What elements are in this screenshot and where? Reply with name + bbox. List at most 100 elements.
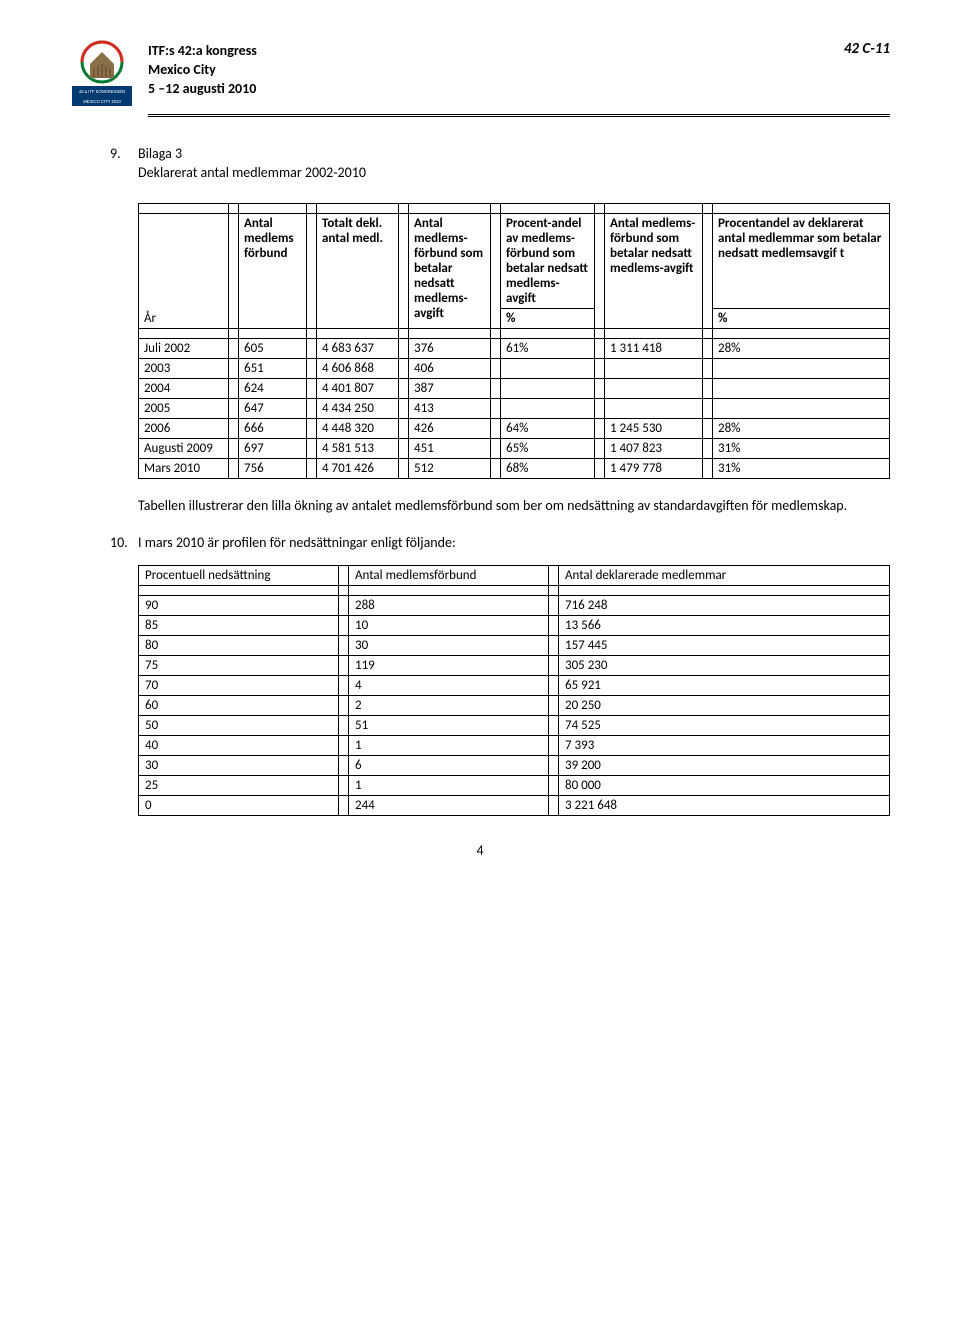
- cell: [713, 379, 890, 399]
- section-10-text: I mars 2010 är profilen för nedsättninga…: [138, 534, 456, 551]
- cell: 61%: [501, 339, 595, 359]
- cell: 413: [409, 399, 491, 419]
- header-divider: [148, 114, 890, 117]
- section-10-num: 10.: [110, 534, 138, 551]
- cell: 647: [239, 399, 307, 419]
- table-row: 60220 250: [139, 695, 890, 715]
- cell: 1 245 530: [605, 419, 703, 439]
- table-row: 20066664 448 32042664%1 245 53028%: [139, 419, 890, 439]
- cell: 1 311 418: [605, 339, 703, 359]
- section-9-title-text: Bilaga 3: [138, 145, 182, 162]
- table-row: 90 288 716 248: [139, 595, 890, 615]
- t1-col-year: År: [139, 214, 229, 329]
- cell: 387: [409, 379, 491, 399]
- section-10: 10.I mars 2010 är profilen för nedsättni…: [110, 534, 890, 551]
- cell: [713, 359, 890, 379]
- section-9-title: 9.Bilaga 3: [110, 145, 890, 162]
- cell: 60: [139, 695, 339, 715]
- cell: 31%: [713, 459, 890, 479]
- header-text: ITF:s 42:a kongress Mexico City 5 –12 au…: [148, 40, 844, 99]
- header-line3: 5 –12 augusti 2010: [148, 80, 844, 99]
- logo-caption-2: MEXICO CITY 2010: [83, 99, 121, 104]
- cell: Augusti 2009: [139, 439, 229, 459]
- cell: 119: [349, 655, 549, 675]
- cell: 25: [139, 775, 339, 795]
- t2-col3: Antal deklarerade medlemmar: [559, 565, 890, 585]
- table-row: 505174 525: [139, 715, 890, 735]
- cell: 70: [139, 675, 339, 695]
- cell: Mars 2010: [139, 459, 229, 479]
- cell: 4 581 513: [317, 439, 399, 459]
- cell: 1 407 823: [605, 439, 703, 459]
- t1-col4: Procent-andel av medlems-förbund som bet…: [501, 214, 595, 309]
- cell: 157 445: [559, 635, 890, 655]
- doc-id: 42 C-11: [844, 40, 890, 58]
- cell: 28%: [713, 339, 890, 359]
- cell: 2003: [139, 359, 229, 379]
- table-row: 851013 566: [139, 615, 890, 635]
- cell: 4 448 320: [317, 419, 399, 439]
- t2-col2: Antal medlemsförbund: [349, 565, 549, 585]
- cell: 90: [139, 595, 339, 615]
- cell: 40: [139, 735, 339, 755]
- cell: 426: [409, 419, 491, 439]
- cell: 244: [349, 795, 549, 815]
- cell: 28%: [713, 419, 890, 439]
- para-1: Tabellen illustrerar den lilla ökning av…: [138, 497, 890, 516]
- cell: [501, 379, 595, 399]
- cell: 31%: [713, 439, 890, 459]
- table-members: År Antal medlems förbund Totalt dekl. an…: [138, 203, 890, 479]
- table-row: 8030157 445: [139, 635, 890, 655]
- cell: 65%: [501, 439, 595, 459]
- cell: 1 479 778: [605, 459, 703, 479]
- cell: 2006: [139, 419, 229, 439]
- t1-col1: Antal medlems förbund: [239, 214, 307, 329]
- cell: 1: [349, 735, 549, 755]
- table-row: 20056474 434 250413: [139, 399, 890, 419]
- cell: 13 566: [559, 615, 890, 635]
- t1-col2: Totalt dekl. antal medl.: [317, 214, 399, 329]
- cell: 2004: [139, 379, 229, 399]
- logo: 42:a ITF KONGRESSEN MEXICO CITY 2010: [70, 40, 134, 110]
- t2-col1: Procentuell nedsättning: [139, 565, 339, 585]
- cell: 305 230: [559, 655, 890, 675]
- logo-caption-1: 42:a ITF KONGRESSEN: [79, 89, 125, 94]
- cell: 716 248: [559, 595, 890, 615]
- table-row: 25180 000: [139, 775, 890, 795]
- cell: 50: [139, 715, 339, 735]
- page-number: 4: [70, 842, 890, 859]
- table-row: Mars 20107564 701 42651268%1 479 77831%: [139, 459, 890, 479]
- cell: 288: [349, 595, 549, 615]
- cell: [605, 399, 703, 419]
- table-profile: Procentuell nedsättning Antal medlemsför…: [138, 565, 890, 816]
- cell: [605, 359, 703, 379]
- cell: 80: [139, 635, 339, 655]
- cell: 85: [139, 615, 339, 635]
- cell: 30: [139, 755, 339, 775]
- cell: 624: [239, 379, 307, 399]
- cell: 6: [349, 755, 549, 775]
- table-row: 70 4 65 921: [139, 675, 890, 695]
- table-row: 20046244 401 807387: [139, 379, 890, 399]
- cell: 651: [239, 359, 307, 379]
- cell: 512: [409, 459, 491, 479]
- table-row: 20036514 606 868406: [139, 359, 890, 379]
- cell: 39 200: [559, 755, 890, 775]
- cell: 65 921: [559, 675, 890, 695]
- table-row: 02443 221 648: [139, 795, 890, 815]
- table-row: Augusti 2009 697 4 581 513 451 65% 1 407 823 3…: [139, 439, 890, 459]
- t1-pct1: %: [501, 309, 595, 329]
- cell: 74 525: [559, 715, 890, 735]
- cell: 64%: [501, 419, 595, 439]
- header-line1: ITF:s 42:a kongress: [148, 42, 844, 61]
- cell: 4 701 426: [317, 459, 399, 479]
- t1-pct2: %: [713, 309, 890, 329]
- cell: 697: [239, 439, 307, 459]
- cell: 20 250: [559, 695, 890, 715]
- cell: 376: [409, 339, 491, 359]
- cell: 80 000: [559, 775, 890, 795]
- t1-col3: Antal medlems-förbund som betalar nedsat…: [409, 214, 491, 329]
- cell: 4: [349, 675, 549, 695]
- cell: 451: [409, 439, 491, 459]
- cell: 406: [409, 359, 491, 379]
